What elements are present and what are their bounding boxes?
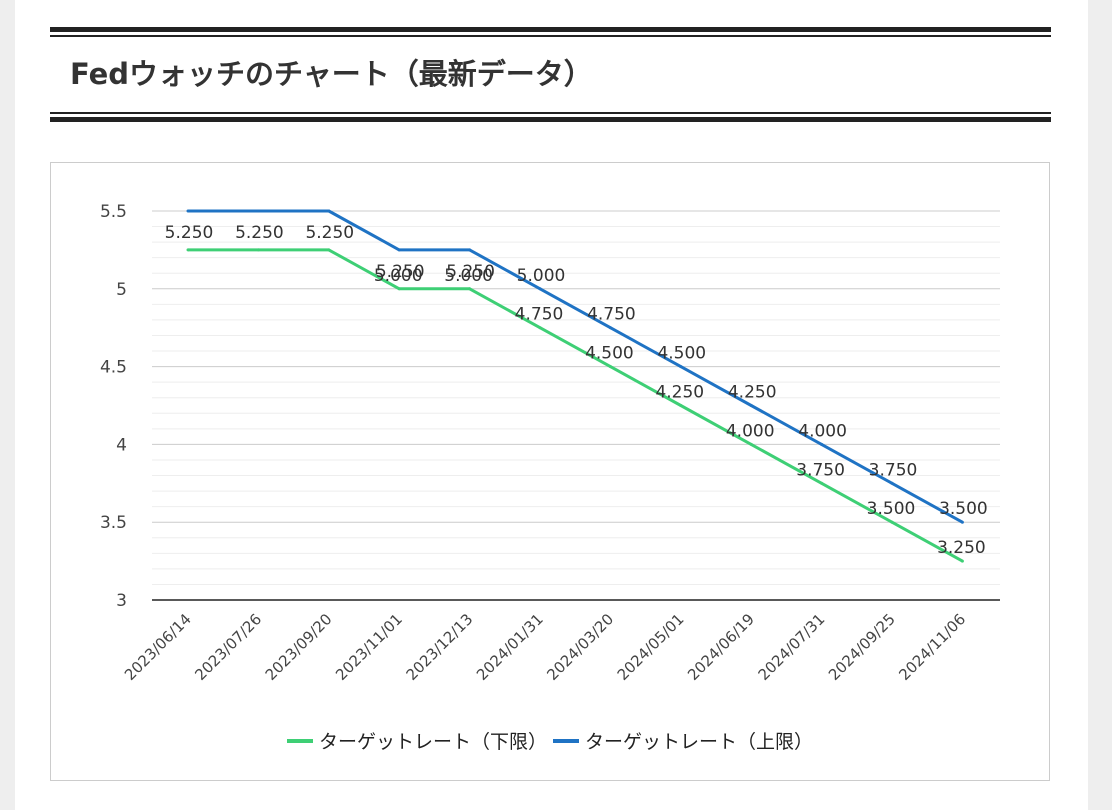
data-point-lower (890, 520, 894, 524)
x-tick-label: 2024/07/31 (755, 610, 829, 684)
data-point-lower (397, 287, 401, 291)
y-tick-label: 5.5 (100, 202, 127, 222)
data-point-upper (327, 209, 331, 213)
rate-chart: 3 3.5 4 4.5 5 5.5 2023/06/142023/07/262023/09/… (100, 202, 1000, 684)
data-point-lower (327, 248, 331, 252)
data-point-lower (608, 365, 612, 369)
data-label-upper: 5.250 (446, 262, 495, 282)
chart-legend: ターゲットレート（下限） ターゲットレート（上限） (51, 727, 1049, 754)
data-label-lower: 3.500 (867, 499, 916, 519)
data-point-lower (679, 404, 683, 407)
legend-swatch-upper (553, 738, 579, 743)
y-tick-label: 3.5 (100, 513, 127, 533)
data-point-lower (468, 287, 472, 291)
data-label-upper: 4.000 (798, 421, 847, 441)
x-tick-label: 2023/09/20 (262, 610, 336, 684)
data-label-lower: 4.750 (515, 305, 564, 325)
y-tick-label: 3 (116, 591, 127, 611)
heading-rule-top (50, 27, 1051, 32)
data-label-lower: 4.500 (585, 344, 634, 364)
x-tick-label: 2023/12/13 (403, 610, 477, 684)
data-label-upper: 4.750 (587, 305, 636, 325)
x-tick-label: 2023/06/14 (121, 610, 195, 684)
x-tick-label: 2024/01/31 (473, 610, 547, 684)
data-label-lower: 4.000 (726, 421, 775, 441)
data-label-upper: 3.750 (869, 460, 918, 480)
section-heading: Fedウォッチのチャート（最新データ） (50, 27, 1051, 122)
data-point-lower (960, 559, 964, 563)
data-label-upper: 4.500 (657, 344, 706, 364)
data-label-upper: 4.250 (728, 383, 777, 403)
data-label-upper: 5.250 (165, 223, 214, 243)
x-tick-label: 2024/09/25 (825, 610, 899, 684)
data-point-upper (256, 209, 260, 213)
data-label-upper: 5.250 (376, 262, 425, 282)
x-tick-label: 2023/11/01 (332, 610, 406, 684)
y-tick-label: 4.5 (100, 358, 127, 378)
data-point-upper (679, 365, 683, 369)
series-line-lower (188, 248, 964, 563)
y-tick-label: 5 (116, 280, 127, 300)
data-point-upper (890, 481, 894, 485)
heading-rule-top-thin (50, 35, 1051, 37)
legend-label-upper: ターゲットレート（上限） (585, 731, 814, 753)
data-label-lower: 3.250 (937, 538, 986, 558)
x-tick-label: 2024/06/19 (684, 610, 758, 684)
data-point-upper (960, 520, 964, 524)
data-point-lower (820, 481, 824, 485)
legend-item-lower[interactable]: ターゲットレート（下限） (286, 727, 547, 754)
x-tick-label: 2024/11/06 (895, 610, 969, 684)
data-point-lower (538, 326, 542, 330)
data-point-upper (749, 404, 753, 407)
data-label-upper: 5.250 (235, 223, 284, 243)
data-point-upper (186, 209, 190, 213)
data-label-lower: 3.750 (796, 460, 845, 480)
y-tick-label: 4 (116, 435, 127, 455)
data-point-upper (397, 248, 401, 252)
data-label-upper: 5.000 (517, 266, 566, 286)
data-point-upper (608, 326, 612, 330)
data-point-upper (468, 248, 472, 252)
x-tick-label: 2024/03/20 (543, 610, 617, 684)
page: Fedウォッチのチャート（最新データ） 3 3.5 4 4.5 5 5.5 2023/06/… (15, 0, 1088, 810)
heading-rule-bottom (50, 117, 1051, 122)
data-label-upper: 3.500 (939, 499, 988, 519)
data-label-lower: 5.000 (444, 266, 493, 286)
heading-rule-bottom-thin (50, 112, 1051, 114)
data-label-upper: 5.250 (305, 223, 354, 243)
data-point-lower (186, 248, 190, 252)
legend-label-lower: ターゲットレート（下限） (318, 731, 547, 753)
page-title: Fedウォッチのチャート（最新データ） (70, 57, 593, 91)
data-point-upper (538, 287, 542, 291)
data-label-lower: 4.250 (655, 383, 704, 403)
chart-container: 3 3.5 4 4.5 5 5.5 2023/06/14 2023/07/26 2023/09/… (50, 162, 1050, 781)
x-tick-label: 2024/05/01 (614, 610, 688, 684)
series-line-upper (188, 209, 964, 524)
data-label-lower: 5.000 (374, 266, 423, 286)
data-point-lower (256, 248, 260, 252)
legend-swatch-lower (286, 738, 313, 743)
data-point-upper (820, 442, 824, 446)
x-tick-label: 2023/07/26 (191, 610, 265, 684)
data-point-lower (749, 442, 753, 446)
legend-item-upper[interactable]: ターゲットレート（上限） (553, 727, 813, 754)
